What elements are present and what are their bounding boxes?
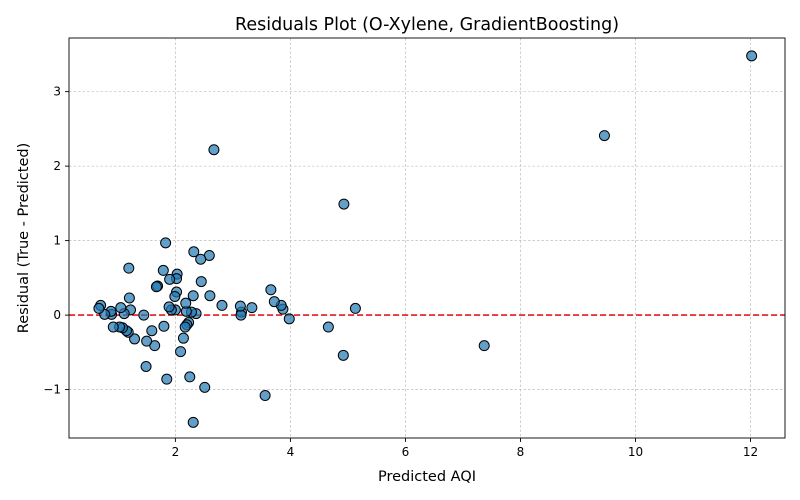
data-point	[204, 290, 216, 302]
data-point	[746, 50, 758, 62]
data-point	[177, 332, 189, 344]
x-tick-label: 6	[402, 445, 410, 459]
grid	[69, 38, 785, 438]
data-point	[179, 321, 191, 333]
data-point	[268, 296, 280, 308]
data-point	[322, 321, 334, 333]
data-point	[195, 253, 207, 265]
data-point	[216, 299, 228, 311]
data-point	[259, 390, 271, 402]
x-axis-label: Predicted AQI	[378, 469, 476, 485]
data-point	[146, 325, 158, 337]
data-point	[138, 309, 150, 321]
data-point	[187, 290, 199, 302]
data-point	[157, 264, 169, 276]
data-point	[208, 144, 220, 156]
y-tick-label: 2	[53, 159, 61, 173]
data-point	[265, 284, 277, 296]
data-point	[164, 273, 176, 285]
data-point	[163, 301, 175, 313]
x-tick-label: 12	[743, 445, 758, 459]
data-point	[195, 276, 207, 288]
x-tick-label: 4	[287, 445, 295, 459]
y-tick-label: 3	[53, 85, 61, 99]
plot-frame	[68, 37, 786, 439]
data-point	[478, 340, 490, 352]
data-point	[150, 281, 162, 293]
data-point	[169, 290, 181, 302]
data-point	[283, 313, 295, 325]
x-tick-label: 2	[172, 445, 180, 459]
y-axis-ticks: −1 0 1 2 3	[43, 85, 69, 397]
data-point	[337, 349, 349, 361]
data-point	[598, 130, 610, 142]
data-point	[199, 381, 211, 393]
data-point	[349, 302, 361, 314]
data-point	[158, 320, 170, 332]
data-point	[140, 360, 152, 372]
data-point	[93, 302, 105, 314]
data-point	[234, 300, 246, 312]
scatter-points	[93, 50, 758, 428]
data-point	[246, 302, 258, 314]
data-point	[115, 302, 127, 314]
data-point	[141, 335, 153, 347]
data-point	[187, 416, 199, 428]
data-point	[123, 292, 135, 304]
data-point	[107, 321, 119, 333]
y-tick-label: 0	[53, 308, 61, 322]
chart-title: Residuals Plot (O-Xylene, GradientBoosti…	[235, 15, 619, 35]
data-point	[184, 371, 196, 383]
y-tick-label: −1	[43, 383, 61, 397]
data-point	[129, 333, 141, 345]
data-point	[188, 246, 200, 258]
x-tick-label: 8	[517, 445, 525, 459]
data-point	[123, 262, 135, 274]
data-point	[180, 297, 192, 309]
x-tick-label: 10	[628, 445, 643, 459]
data-point	[160, 237, 172, 249]
y-axis-label: Residual (True - Predicted)	[16, 143, 32, 333]
x-axis-ticks: 2 4 6 8 10 12	[172, 438, 758, 459]
data-point	[161, 373, 173, 385]
data-point	[175, 346, 187, 358]
data-point	[338, 198, 350, 210]
y-tick-label: 1	[53, 234, 61, 248]
